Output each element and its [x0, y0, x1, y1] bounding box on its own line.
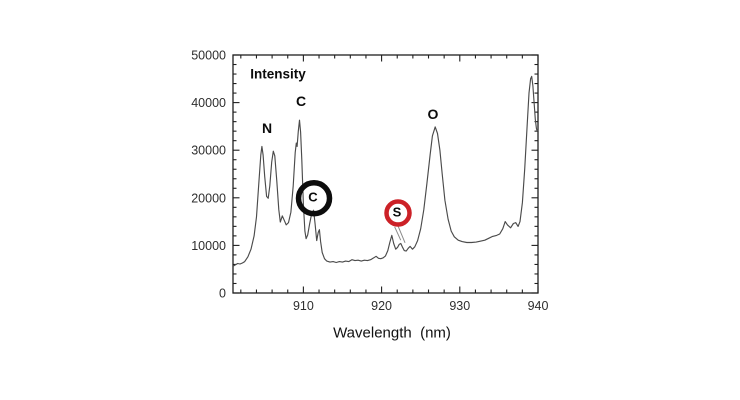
- y-tick-label: 30000: [191, 144, 226, 158]
- circled-c-label: C: [308, 189, 318, 205]
- x-tick-label: 930: [449, 299, 470, 313]
- peak-label-n: N: [261, 120, 273, 136]
- x-tick-label: 940: [528, 299, 549, 313]
- ring-marker-s: [384, 199, 412, 227]
- spectrum-trace: [232, 75, 539, 267]
- peak-label-o: O: [427, 106, 439, 122]
- y-tick-label: 50000: [191, 49, 226, 63]
- peak-label-c: C: [295, 93, 307, 109]
- y-axis-title: Intensity: [250, 66, 306, 82]
- y-tick-label: 0: [219, 287, 226, 301]
- circled-s-label: S: [392, 204, 402, 220]
- x-tick-label: 910: [293, 299, 314, 313]
- y-tick-label: 10000: [191, 239, 226, 253]
- pointer-line: [394, 226, 402, 241]
- ring-marker-c: [295, 180, 333, 217]
- plot-box: [232, 54, 539, 294]
- x-tick-label: 920: [371, 299, 392, 313]
- y-tick-label: 40000: [191, 96, 226, 110]
- pointer-line: [397, 225, 406, 243]
- x-axis-title: Wavelength (nm): [333, 324, 451, 342]
- y-tick-label: 20000: [191, 191, 226, 205]
